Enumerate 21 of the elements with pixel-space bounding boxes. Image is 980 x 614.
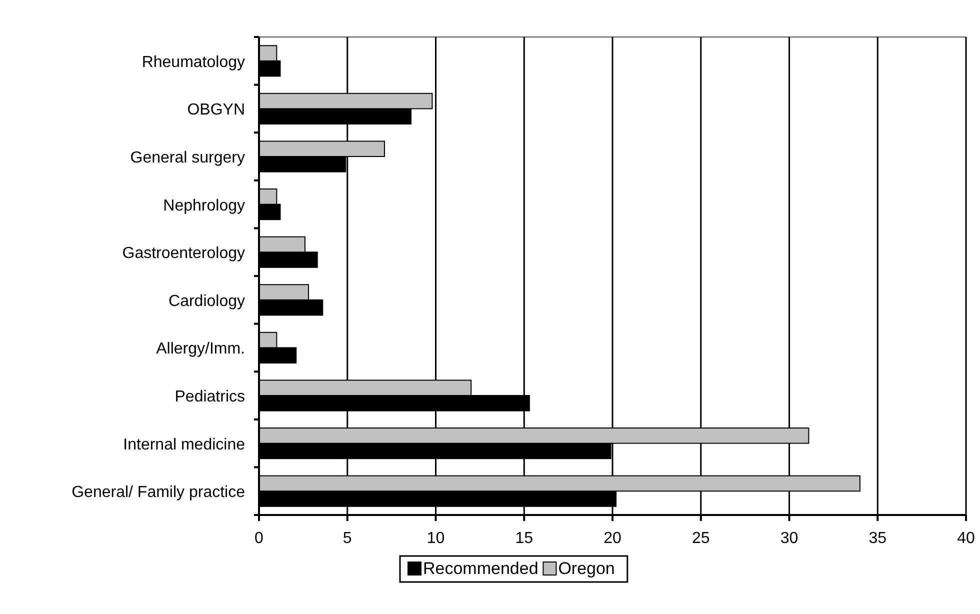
y-tick-label: Nephrology bbox=[163, 197, 245, 214]
x-tick-label: 35 bbox=[868, 530, 887, 547]
y-tick-label: General surgery bbox=[130, 150, 245, 166]
y-tick-label: Pediatrics bbox=[174, 388, 245, 406]
y-tick-label: OBGYN bbox=[187, 102, 245, 119]
legend-label: Recommended bbox=[423, 559, 538, 578]
x-tick-label: 5 bbox=[342, 530, 352, 547]
x-tick-label: 0 bbox=[254, 530, 264, 547]
x-tick-label: 25 bbox=[692, 530, 710, 547]
y-tick-label: Allergy/Imm. bbox=[156, 340, 245, 358]
x-tick-label: 10 bbox=[426, 530, 445, 547]
y-tick-label: Rheumatology bbox=[142, 54, 245, 71]
x-tick-label: 40 bbox=[957, 530, 975, 547]
y-tick-label: Gastroenterology bbox=[122, 245, 245, 262]
y-tick-label: Internal medicine bbox=[123, 436, 246, 454]
x-tick-label: 20 bbox=[604, 530, 622, 547]
x-tick-label: 15 bbox=[515, 530, 534, 547]
y-tick-label: Cardiology bbox=[168, 292, 245, 310]
y-tick-label: General/ Family practice bbox=[72, 484, 246, 502]
legend-label: Oregon bbox=[558, 559, 615, 578]
x-tick-label: 30 bbox=[780, 530, 798, 547]
